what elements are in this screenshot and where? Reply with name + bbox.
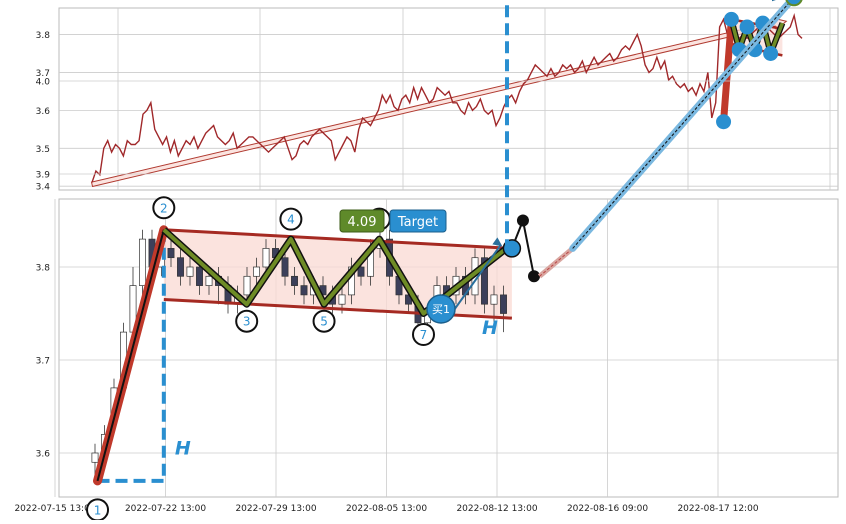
overview-ytick-label: 3.6 — [36, 107, 51, 117]
candle-body — [196, 266, 203, 286]
breakout-point — [516, 214, 529, 227]
detail-xtick-label: 2022-07-22 13:00 — [125, 504, 206, 514]
candle-body — [91, 452, 99, 463]
overview-ytick-label: 3.4 — [36, 183, 51, 193]
pattern-point-label: 4 — [287, 213, 295, 227]
target-arrow-head — [772, 0, 776, 2]
detail-ytick-label: 4.0 — [36, 78, 51, 88]
buy-signal-badge — [426, 294, 456, 324]
mini-pattern-point — [723, 11, 739, 27]
height-label-2: H — [482, 317, 498, 339]
candle-body — [177, 257, 184, 277]
candle-body — [139, 238, 146, 286]
candle-body — [500, 294, 507, 314]
pattern-point-circle — [312, 309, 336, 333]
dim-path-dash — [539, 248, 573, 277]
candle-body — [291, 275, 298, 286]
detail-xtick-label: 2022-08-05 13:00 — [346, 504, 427, 514]
mini-pattern-point — [763, 46, 779, 61]
candle-body — [186, 266, 194, 277]
breakout-point — [528, 270, 540, 283]
detail-xtick-label: 2022-07-15 13:00 — [14, 504, 95, 514]
buy-signal-label: 买1 — [432, 303, 450, 316]
candle-body — [300, 285, 308, 296]
overview-ytick-label: 3.8 — [36, 31, 51, 41]
pattern-point-circle — [235, 309, 259, 333]
zigzag-line — [162, 228, 508, 316]
mini-pattern-point — [739, 19, 755, 35]
height-label: H — [175, 437, 191, 459]
candle-body — [481, 257, 488, 305]
candle-body — [338, 294, 346, 305]
target-label-box — [389, 209, 447, 233]
detail-ytick-label: 3.7 — [36, 357, 50, 367]
flagpole-core — [96, 229, 165, 482]
candle-body — [281, 257, 289, 277]
pattern-point-circle — [412, 323, 435, 346]
projection-line — [572, 0, 793, 249]
detail-ytick-label: 3.9 — [36, 171, 51, 181]
overview-panel: 3.4 3.5 3.6 3.7 3.8 — [36, 7, 839, 193]
pattern-point-label: 1 — [94, 503, 102, 517]
pattern-point-label: 5 — [320, 315, 328, 329]
detail-ytick-label: 3.6 — [36, 450, 51, 460]
detail-xtick-label: 2022-08-17 12:00 — [677, 504, 758, 514]
target-value-box — [339, 209, 385, 233]
detail-ytick-label: 3.8 — [36, 264, 51, 274]
detail-xtick-label: 2022-08-16 09:00 — [567, 504, 648, 514]
pattern-point-label: 7 — [420, 328, 428, 342]
candle-body — [490, 294, 498, 305]
pattern-point-label: 3 — [243, 315, 251, 329]
detail-xtick-label: 2022-07-29 13:00 — [235, 504, 316, 514]
overview-ytick-label: 3.5 — [36, 145, 50, 155]
pattern-point-label: 2 — [160, 201, 168, 215]
target-value-label: 4.09 — [348, 215, 377, 230]
candle-body — [243, 275, 251, 296]
buy-signal-arrowhead — [492, 237, 503, 247]
candle-body — [253, 266, 260, 277]
overview-ytick-label: 3.7 — [36, 69, 50, 79]
pattern-point-circle — [279, 207, 303, 231]
price-line — [91, 12, 803, 183]
pattern-point-circle — [152, 196, 176, 220]
target-point — [785, 0, 803, 7]
candle-body — [205, 275, 213, 286]
channel-upper-line — [163, 228, 512, 250]
detail-xtick-label: 2022-08-12 13:00 — [456, 504, 537, 514]
candle-body — [262, 248, 270, 268]
candle-body — [357, 266, 365, 277]
buy-signal-pointer — [448, 244, 502, 318]
target-label: Target — [397, 215, 438, 230]
mini-pattern-point — [716, 114, 732, 130]
candle-body — [167, 248, 175, 259]
detail-panel: 2022-07-15 13:00 2022-07-22 13:00 2022-07-… — [14, 0, 839, 522]
